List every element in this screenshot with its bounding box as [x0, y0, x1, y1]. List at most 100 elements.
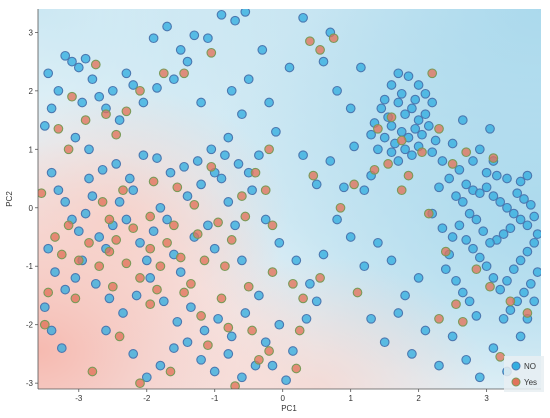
point-yes — [121, 258, 132, 269]
point-yes — [461, 147, 472, 158]
point-yes — [264, 346, 274, 356]
y-tick-label: -2 — [26, 321, 34, 330]
point-yes — [192, 229, 203, 239]
point-no — [505, 305, 516, 315]
point-yes — [148, 176, 159, 187]
legend-no-label: NO — [524, 362, 536, 371]
point-no — [131, 290, 142, 301]
point-no — [420, 88, 431, 99]
point-yes — [186, 278, 196, 289]
point-no — [53, 85, 64, 96]
point-no — [502, 275, 512, 286]
legend-yes-label: Yes — [524, 378, 537, 387]
point-no — [192, 156, 203, 166]
point-no — [254, 150, 264, 161]
point-no — [128, 349, 139, 359]
point-no — [407, 150, 417, 161]
point-no — [519, 194, 529, 204]
point-no — [274, 237, 285, 248]
point-no — [152, 153, 162, 163]
point-no — [488, 273, 499, 283]
point-yes — [471, 264, 482, 275]
point-no — [512, 188, 523, 199]
point-yes — [308, 170, 319, 181]
point-no — [298, 150, 308, 161]
point-no — [206, 144, 217, 155]
point-no — [243, 74, 254, 85]
point-no — [39, 121, 50, 131]
point-yes — [172, 182, 183, 193]
point-yes — [305, 36, 315, 47]
point-no — [220, 150, 230, 161]
point-yes — [104, 246, 115, 257]
point-yes — [121, 106, 132, 117]
point-no — [281, 375, 291, 386]
point-yes — [352, 287, 363, 298]
point-no — [366, 313, 376, 324]
point-no — [114, 115, 125, 125]
point-no — [407, 103, 417, 114]
point-yes — [403, 170, 414, 181]
point-no — [271, 126, 281, 137]
point-no — [508, 264, 519, 275]
point-no — [298, 12, 308, 23]
x-ticks: -3 -2 -1 0 1 2 3 — [75, 389, 489, 403]
point-yes — [254, 354, 264, 365]
point-yes — [175, 252, 186, 263]
point-no — [366, 129, 376, 140]
point-no — [162, 21, 172, 32]
point-no — [396, 88, 407, 99]
point-no — [267, 360, 278, 371]
point-no — [502, 173, 512, 184]
point-no — [138, 150, 149, 161]
point-no — [481, 261, 492, 272]
point-no — [260, 214, 271, 225]
point-no — [216, 173, 227, 184]
point-no — [155, 360, 166, 371]
point-no — [410, 94, 421, 105]
point-yes — [145, 299, 156, 310]
point-no — [332, 214, 342, 225]
legend-no-marker — [511, 361, 521, 371]
point-yes — [39, 319, 50, 330]
point-no — [495, 284, 506, 295]
point-yes — [179, 68, 189, 79]
point-yes — [243, 281, 254, 292]
point-yes — [90, 59, 101, 70]
point-no — [505, 223, 516, 234]
point-no — [73, 62, 84, 73]
point-no — [451, 191, 461, 201]
point-yes — [56, 249, 67, 260]
point-no — [233, 159, 244, 169]
point-no — [393, 97, 404, 108]
point-no — [529, 296, 540, 307]
point-yes — [97, 197, 108, 207]
point-no — [209, 366, 220, 377]
point-no — [318, 249, 329, 260]
point-no — [152, 83, 162, 93]
point-yes — [260, 185, 271, 196]
point-no — [522, 246, 533, 257]
point-no — [345, 103, 356, 114]
point-no — [393, 68, 404, 79]
point-no — [169, 74, 179, 85]
point-yes — [104, 214, 115, 225]
point-no — [454, 220, 465, 231]
point-yes — [118, 185, 128, 196]
point-no — [400, 109, 410, 120]
point-no — [107, 85, 118, 96]
point-yes — [101, 109, 111, 120]
point-no — [60, 197, 71, 207]
point-yes — [169, 220, 179, 231]
point-no — [291, 255, 302, 266]
point-no — [264, 97, 274, 108]
point-yes — [165, 366, 176, 377]
point-yes — [135, 273, 145, 283]
point-no — [474, 252, 485, 263]
point-yes — [396, 185, 407, 196]
point-yes — [369, 164, 380, 175]
point-no — [440, 264, 451, 275]
point-no — [400, 144, 410, 155]
legend-yes-marker — [511, 377, 521, 387]
point-yes — [223, 322, 234, 333]
